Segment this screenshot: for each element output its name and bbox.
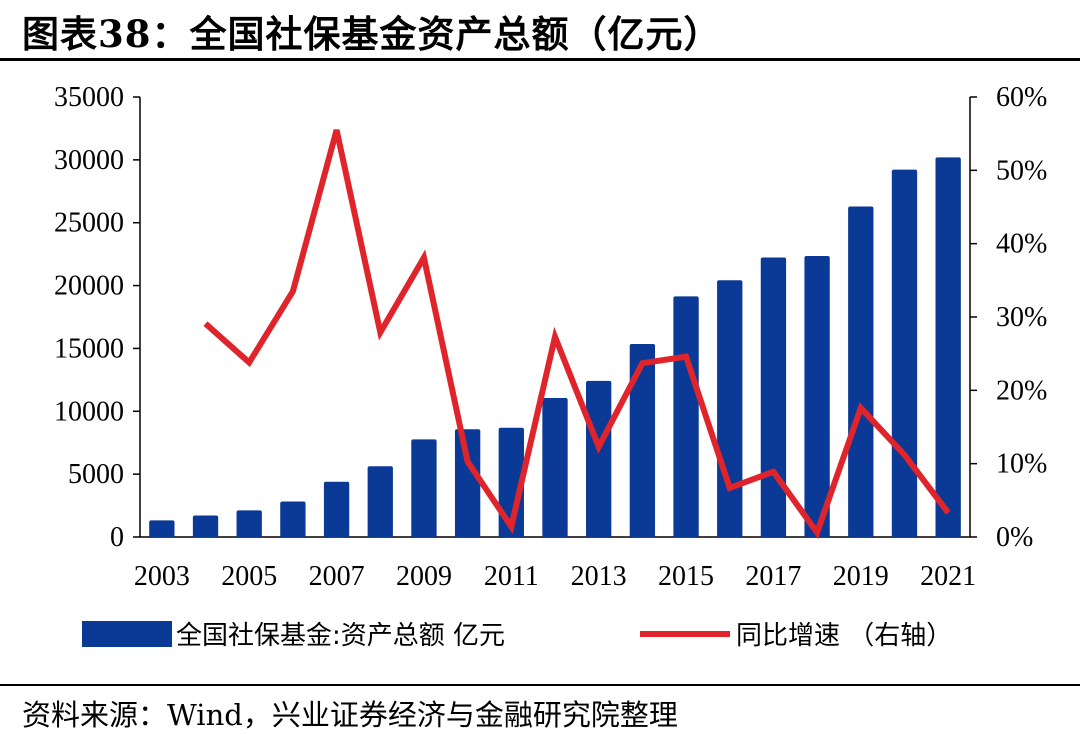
x-tick-label: 2021	[920, 561, 976, 592]
legend: 全国社保基金:资产总额 亿元 同比增速 （右轴）	[82, 621, 952, 651]
right-tick-label: 0%	[996, 522, 1033, 553]
left-tick-label: 20000	[54, 271, 124, 302]
source-note: 资料来源：Wind，兴业证券经济与金融研究院整理	[22, 692, 678, 734]
x-tick-label: 2009	[396, 561, 452, 592]
x-tick-label: 2007	[309, 561, 365, 592]
bar	[324, 482, 349, 537]
bar	[193, 515, 218, 537]
source-divider	[0, 684, 1080, 686]
left-tick-label: 25000	[54, 208, 124, 239]
growth-line	[206, 130, 949, 533]
bar	[237, 510, 262, 537]
legend-bar-label: 全国社保基金:资产总额 亿元	[176, 621, 505, 651]
right-tick-label: 60%	[996, 82, 1047, 113]
chart-area: 0 5000 10000 15000 20000 25000 30000 35000 0% 10%…	[0, 0, 1080, 684]
bar	[848, 207, 873, 537]
right-tick-label: 30%	[996, 302, 1047, 333]
right-tick-label: 40%	[996, 229, 1047, 260]
bar	[761, 258, 786, 537]
left-tick-label: 30000	[54, 145, 124, 176]
left-tick-label: 0	[110, 522, 124, 553]
x-tick-label: 2011	[484, 561, 539, 592]
left-tick-label: 10000	[54, 396, 124, 427]
bar	[586, 381, 611, 537]
x-tick-label: 2003	[134, 561, 190, 592]
legend-bar-swatch	[82, 621, 172, 647]
bar	[717, 280, 742, 537]
bar	[368, 466, 393, 537]
bar	[411, 439, 436, 537]
legend-line-label: 同比增速 （右轴）	[736, 621, 952, 651]
bar	[804, 256, 829, 537]
growth-line-series	[206, 130, 949, 533]
bar	[673, 296, 698, 537]
bar	[280, 501, 305, 537]
bar	[935, 157, 960, 537]
x-tick-label: 2005	[221, 561, 277, 592]
x-tick-label: 2017	[745, 561, 801, 592]
right-tick-label: 50%	[996, 155, 1047, 186]
right-tick-label: 20%	[996, 375, 1047, 406]
x-tick-label: 2019	[833, 561, 889, 592]
bar	[542, 398, 567, 537]
right-tick-label: 10%	[996, 449, 1047, 480]
left-tick-label: 15000	[54, 333, 124, 364]
left-tick-label: 5000	[68, 459, 124, 490]
bar	[892, 170, 917, 537]
left-tick-label: 35000	[54, 82, 124, 113]
bar	[149, 520, 174, 537]
bar	[630, 344, 655, 537]
x-tick-label: 2013	[571, 561, 627, 592]
bar	[455, 429, 480, 537]
x-tick-label: 2015	[658, 561, 714, 592]
